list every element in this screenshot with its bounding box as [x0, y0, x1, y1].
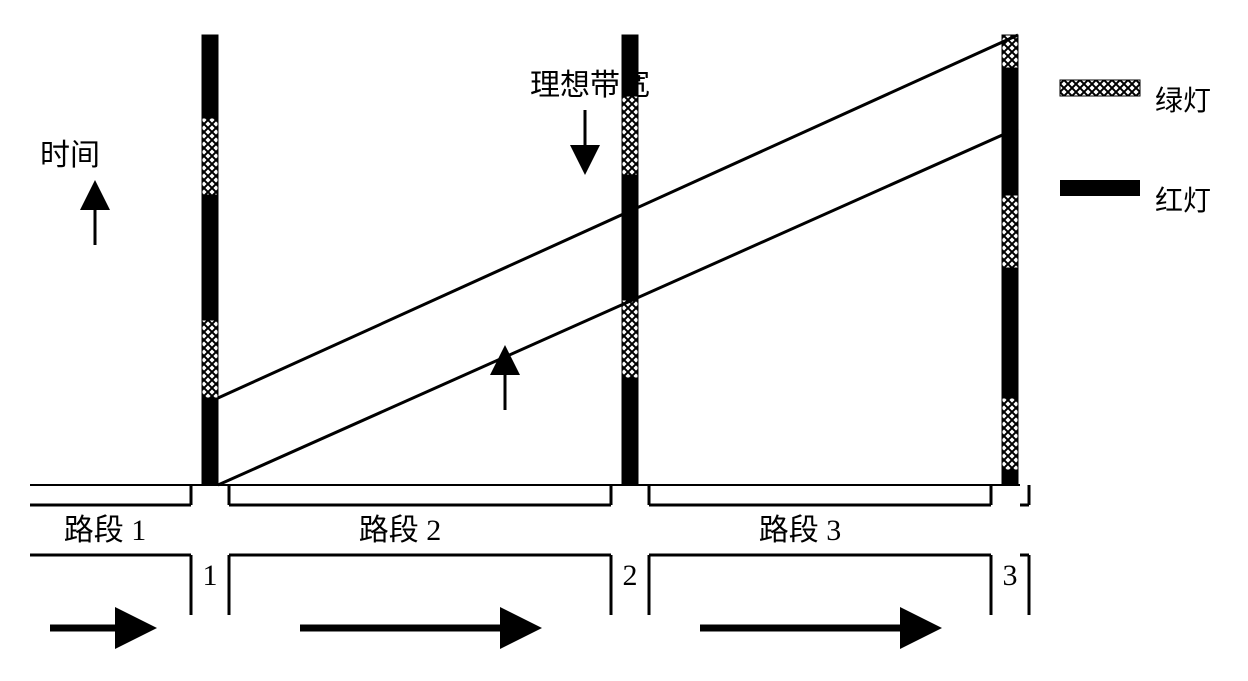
- road-segment-label-2: 路段 2: [359, 514, 442, 547]
- intersection-number-1: 1: [203, 559, 218, 592]
- intersection-bar-3: [1002, 35, 1018, 485]
- red-segment: [1002, 268, 1018, 398]
- intersection-number-3: 3: [1003, 559, 1018, 592]
- red-segment: [202, 195, 218, 320]
- intersection-bar-1: [202, 35, 218, 485]
- diagram-svg: 时间 理想带宽路段 1 路段 2 路段 3 1 2 3 绿灯红灯: [0, 0, 1248, 681]
- red-segment: [1002, 470, 1018, 485]
- red-segment: [202, 398, 218, 485]
- y-axis-label: 时间: [40, 139, 100, 172]
- green-segment: [1002, 195, 1018, 268]
- red-segment: [202, 35, 218, 118]
- green-segment: [622, 96, 638, 175]
- green-segment: [622, 300, 638, 378]
- road-segment-label-3: 路段 3: [759, 514, 842, 547]
- intersection-bar-2: [622, 35, 638, 485]
- road-segment-label-1: 路段 1: [64, 514, 147, 547]
- legend-green-swatch: [1060, 80, 1140, 96]
- bandwidth-label: 理想带宽: [530, 69, 650, 102]
- intersection-number-2: 2: [623, 559, 638, 592]
- bandwidth-line-lower: [218, 128, 1018, 485]
- legend-green-label: 绿灯: [1155, 85, 1211, 117]
- green-segment: [202, 320, 218, 398]
- legend-red-swatch: [1060, 180, 1140, 196]
- green-segment: [202, 118, 218, 195]
- red-segment: [622, 378, 638, 485]
- legend-red-label: 红灯: [1155, 185, 1211, 217]
- red-segment: [622, 175, 638, 300]
- diagram-root: 时间 理想带宽路段 1 路段 2 路段 3 1 2 3 绿灯红灯: [0, 0, 1248, 681]
- green-segment: [1002, 398, 1018, 470]
